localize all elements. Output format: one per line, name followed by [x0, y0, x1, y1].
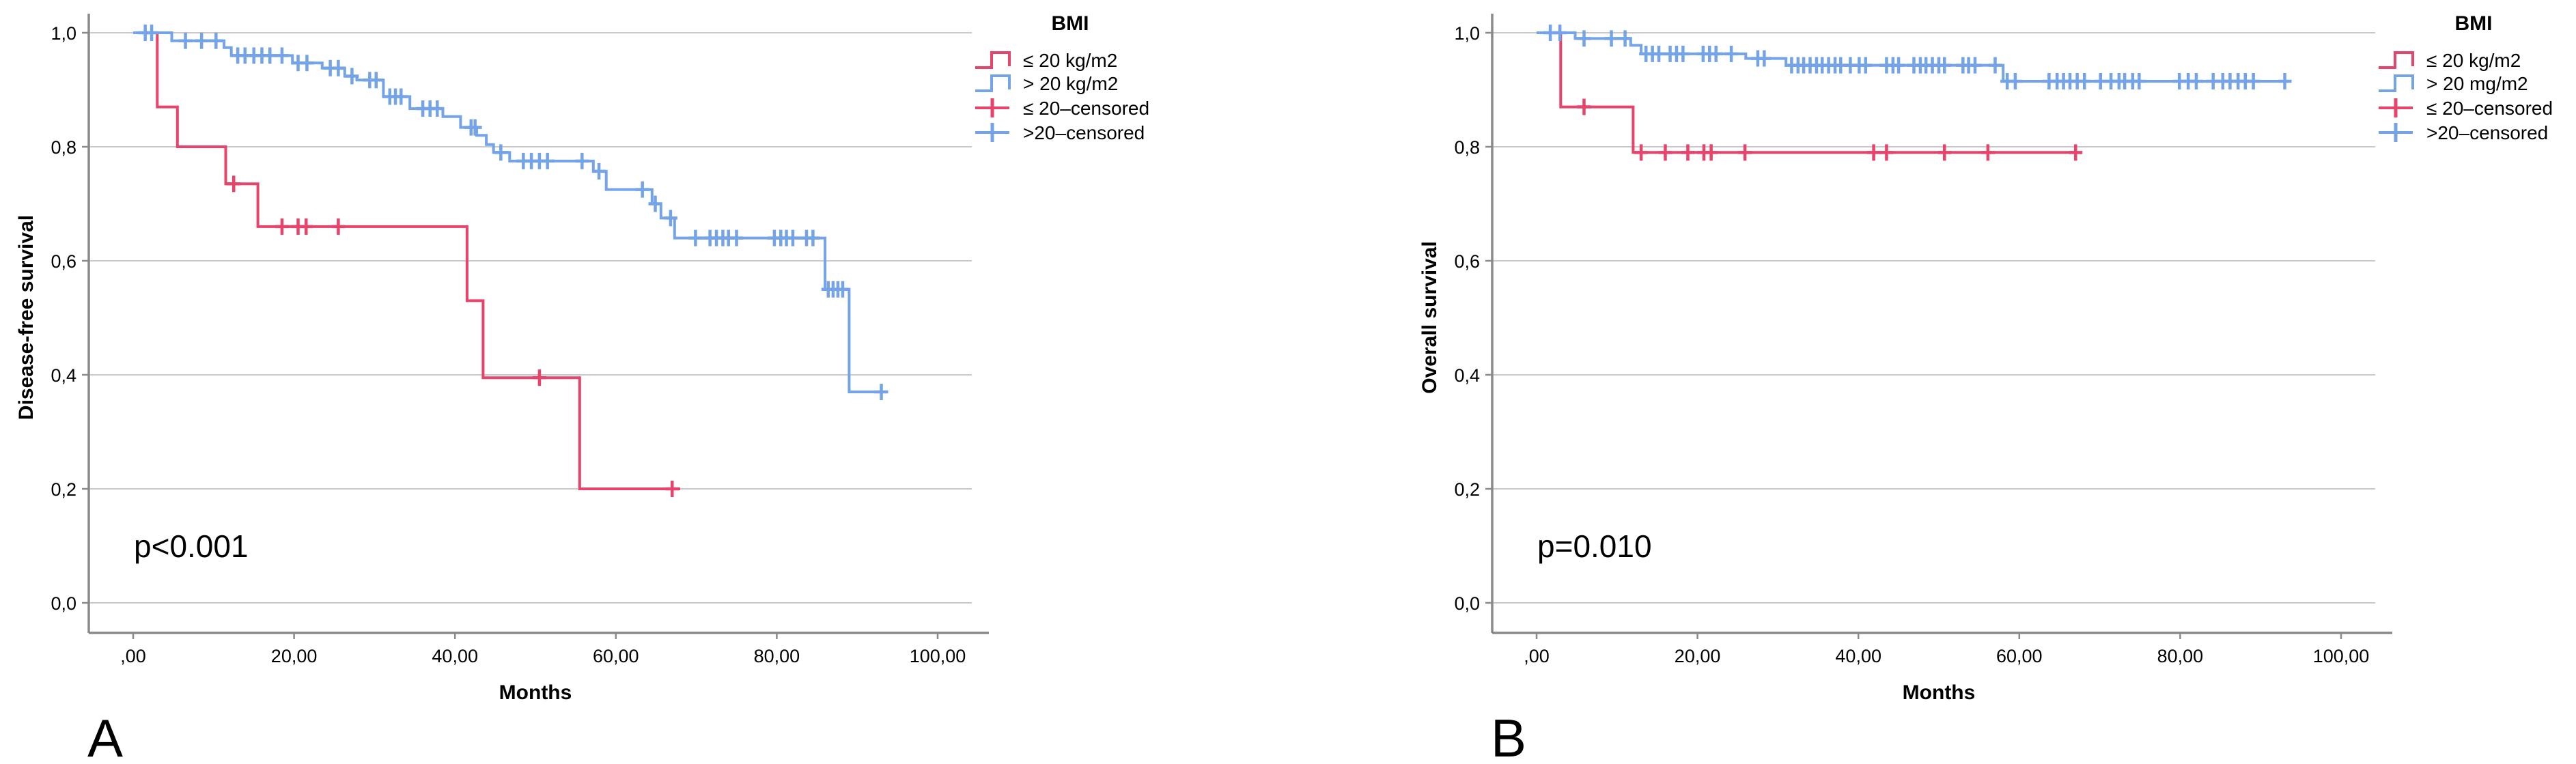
x-tick-label: 80,00	[754, 646, 800, 666]
km-curve-le20	[1537, 31, 2078, 154]
x-axis-title: Months	[499, 681, 572, 704]
y-tick-label: 0,4	[51, 365, 76, 386]
censor-marks-gt20	[1543, 25, 2292, 89]
legend-step-symbol-red	[975, 51, 1011, 69]
y-tick-label: 0,2	[1454, 479, 1480, 500]
legend-item-label: >20–censored	[1023, 122, 1145, 143]
km-curve-le20	[133, 31, 680, 490]
km-curve-gt20	[1537, 31, 2289, 83]
x-tick-label: ,00	[120, 646, 146, 666]
x-tick-label: 60,00	[1996, 646, 2043, 666]
censor-marks-gt20	[138, 25, 888, 401]
x-tick-label: 20,00	[1675, 646, 1721, 666]
y-axis-title: Disease-free survival	[15, 215, 38, 420]
legend-item-label: ≤ 20 kg/m2	[1023, 50, 1117, 71]
panel-letter: A	[87, 708, 123, 764]
legend-step-symbol-red	[2379, 51, 2414, 69]
legend: BMI ≤ 20 kg/m2> 20 mg/m2 ≤ 20–censored >20–…	[2379, 12, 2553, 143]
panel-a: 1,0 0,8 0,6 0,4 0,2 0,0 ,00 20,00 40,00 60,00 80,0…	[15, 12, 1149, 764]
legend-title: BMI	[1052, 12, 1089, 35]
x-tick-label: ,00	[1524, 646, 1550, 666]
p-value-label: p=0.010	[1537, 528, 1652, 564]
gridlines	[1492, 32, 2375, 604]
censor-marks-le20	[1577, 98, 2083, 161]
y-tick-label: 1,0	[51, 23, 76, 44]
y-tick-label: 0,8	[1454, 137, 1480, 158]
y-tick-label: 1,0	[1454, 23, 1480, 44]
legend-item-label: > 20 kg/m2	[1023, 73, 1118, 94]
x-tick-label: 100,00	[910, 646, 966, 666]
y-tick-label: 0,8	[51, 137, 76, 158]
y-tick-label: 0,0	[51, 593, 76, 614]
panel-letter: B	[1491, 708, 1526, 764]
x-tick-label: 40,00	[432, 646, 478, 666]
y-axis-title: Overall survival	[1418, 241, 1441, 393]
censor-marks-le20	[227, 175, 680, 497]
axis-ticks: 1,0 0,8 0,6 0,4 0,2 0,0 ,00 20,00 40,00 60,00 80,0…	[1454, 23, 2369, 666]
x-tick-label: 60,00	[593, 646, 639, 666]
axis-ticks: 1,0 0,8 0,6 0,4 0,2 0,0 ,00 20,00 40,00 60,00 80,0…	[51, 23, 966, 666]
legend-step-symbol-blue	[975, 74, 1011, 92]
gridlines	[89, 32, 972, 604]
x-tick-label: 40,00	[1835, 646, 1881, 666]
legend-item-label: >20–censored	[2426, 122, 2548, 143]
y-tick-label: 0,6	[1454, 251, 1480, 272]
y-tick-label: 0,4	[1454, 365, 1480, 386]
x-tick-label: 100,00	[2313, 646, 2370, 666]
legend-item-label: ≤ 20–censored	[2426, 98, 2553, 119]
legend-item-label: > 20 mg/m2	[2426, 73, 2528, 94]
y-tick-label: 0,0	[1454, 593, 1480, 614]
legend-step-symbol-blue	[2379, 74, 2414, 92]
legend-title: BMI	[2455, 12, 2493, 35]
p-value-label: p<0.001	[134, 528, 249, 564]
panel-b: 1,0 0,8 0,6 0,4 0,2 0,0 ,00 20,00 40,00 60,00 80,0…	[1418, 12, 2553, 764]
legend-item-label: ≤ 20 kg/m2	[2426, 50, 2521, 71]
km-curve-gt20	[133, 31, 886, 393]
x-tick-label: 20,00	[271, 646, 318, 666]
x-axis-title: Months	[1903, 681, 1976, 704]
legend: BMI ≤ 20 kg/m2> 20 kg/m2 ≤ 20–censored >20–…	[975, 12, 1149, 143]
legend-item-label: ≤ 20–censored	[1023, 98, 1149, 119]
y-tick-label: 0,2	[51, 479, 76, 500]
x-tick-label: 80,00	[2157, 646, 2204, 666]
y-tick-label: 0,6	[51, 251, 76, 272]
